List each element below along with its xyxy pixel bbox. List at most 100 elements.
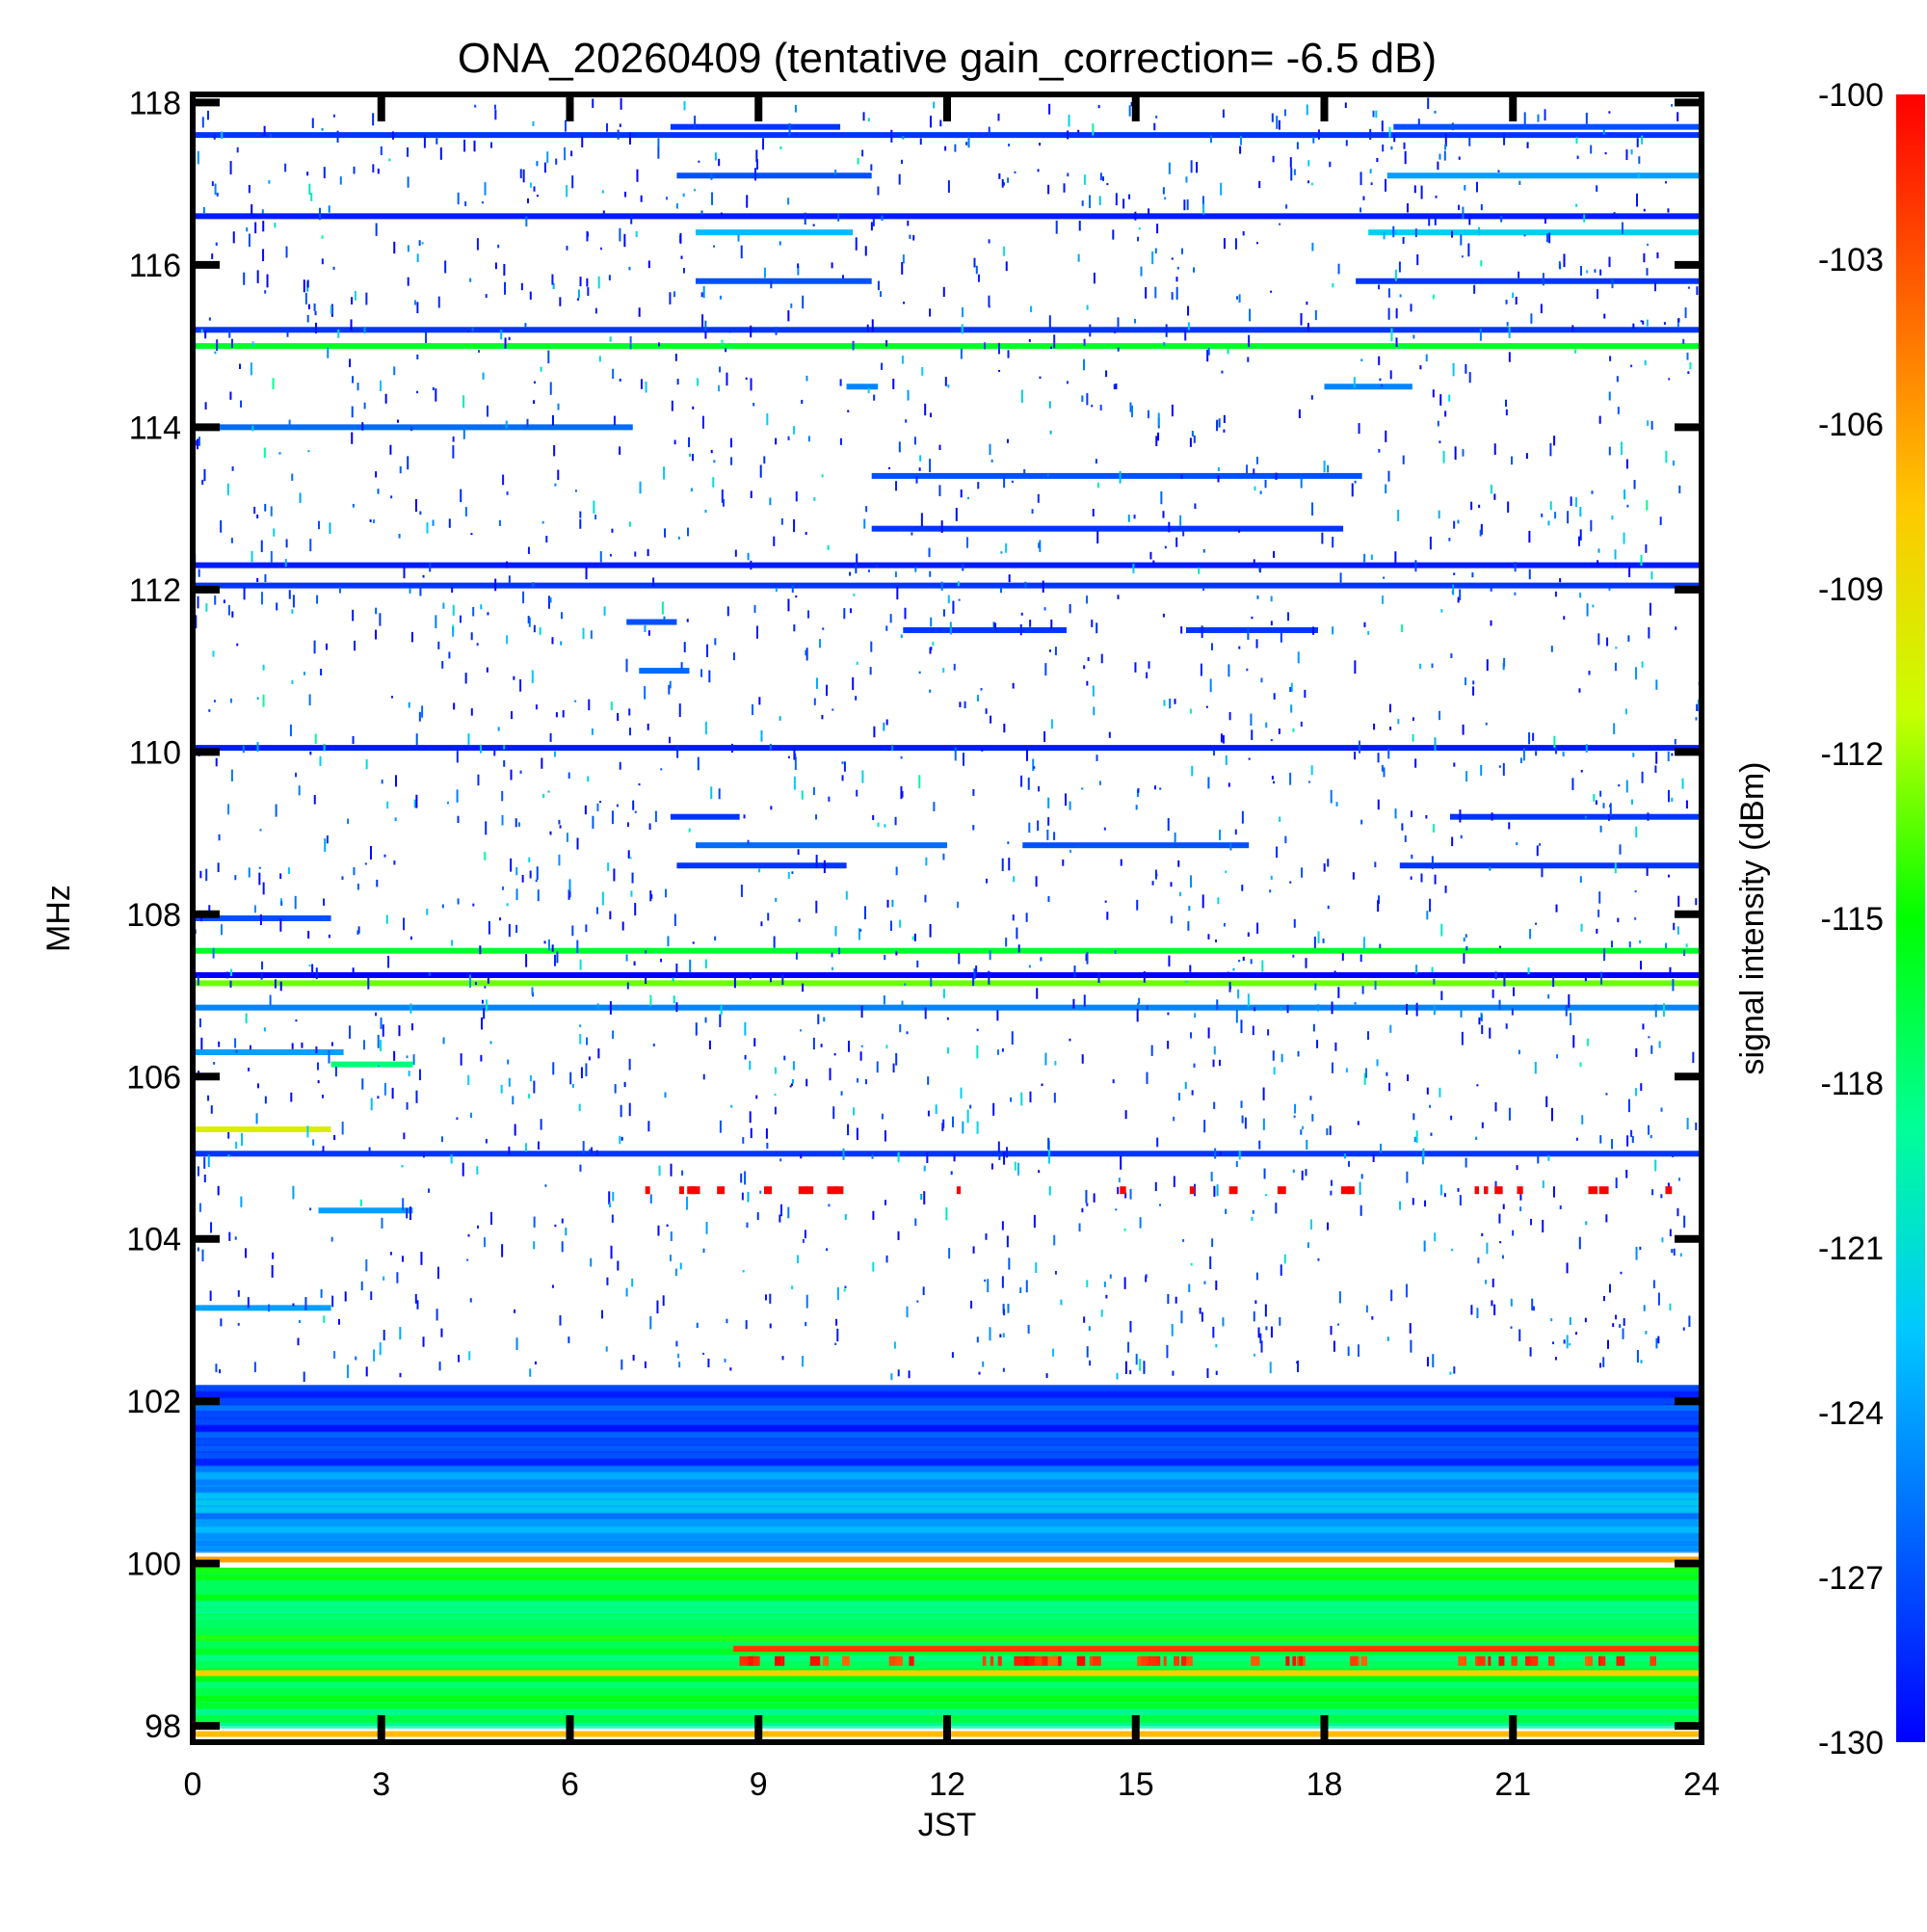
noise-speck xyxy=(1614,862,1617,874)
noise-speck xyxy=(1168,162,1171,174)
noise-speck xyxy=(775,588,778,593)
noise-speck xyxy=(330,1236,333,1242)
noise-speck xyxy=(1293,169,1296,175)
noise-speck xyxy=(959,701,962,708)
noise-speck xyxy=(270,550,273,563)
noise-speck xyxy=(476,1166,479,1175)
noise-speck xyxy=(451,587,454,594)
noise-speck xyxy=(1645,1331,1648,1335)
noise-speck xyxy=(998,1152,1001,1160)
noise-speck xyxy=(1011,480,1014,484)
noise-speck xyxy=(807,436,810,442)
noise-speck xyxy=(1606,1339,1609,1349)
noise-speck xyxy=(549,382,552,395)
noise-speck xyxy=(673,291,676,298)
noise-speck xyxy=(1085,954,1088,962)
noise-speck xyxy=(1625,780,1628,793)
noise-speck xyxy=(1654,281,1657,292)
noise-speck xyxy=(1672,460,1675,466)
signal-band xyxy=(193,343,1702,350)
noise-speck xyxy=(446,801,449,805)
noise-speck xyxy=(1426,1357,1429,1367)
noise-speck xyxy=(1184,330,1187,341)
noise-speck xyxy=(1650,1134,1652,1139)
noise-speck xyxy=(756,1212,759,1220)
noise-speck xyxy=(201,479,204,485)
noise-speck xyxy=(587,776,590,782)
noise-speck xyxy=(501,790,504,802)
noise-speck xyxy=(900,786,903,800)
noise-speck xyxy=(649,890,652,902)
noise-speck xyxy=(1223,922,1226,927)
noise-speck xyxy=(464,507,467,516)
noise-speck xyxy=(960,1087,963,1098)
signal-burst xyxy=(645,1186,650,1195)
noise-speck xyxy=(765,1128,768,1139)
noise-speck xyxy=(1003,724,1006,733)
noise-speck xyxy=(797,265,800,276)
noise-speck xyxy=(1145,1274,1148,1279)
noise-speck xyxy=(1156,1137,1159,1148)
signal-burst xyxy=(1650,1655,1656,1666)
noise-speck xyxy=(536,194,539,198)
noise-speck xyxy=(1017,944,1020,953)
noise-speck xyxy=(1463,937,1465,942)
noise-speck xyxy=(1216,1184,1219,1197)
noise-speck xyxy=(625,954,628,962)
noise-speck xyxy=(1365,1305,1368,1313)
noise-speck xyxy=(525,954,528,967)
x-tick-label: 18 xyxy=(1307,1766,1343,1803)
noise-speck xyxy=(218,834,221,841)
noise-speck xyxy=(992,622,995,632)
noise-speck xyxy=(522,591,525,604)
noise-speck xyxy=(710,786,713,800)
noise-speck xyxy=(566,833,568,842)
noise-speck xyxy=(1096,531,1099,543)
noise-speck xyxy=(448,518,451,528)
broadband-row xyxy=(193,1621,1702,1628)
noise-speck xyxy=(1205,705,1208,708)
noise-speck xyxy=(1202,587,1205,592)
noise-speck xyxy=(407,456,409,470)
noise-speck xyxy=(1667,1182,1670,1190)
noise-speck xyxy=(314,733,317,744)
noise-speck xyxy=(551,414,554,426)
noise-speck xyxy=(1297,651,1300,664)
noise-speck xyxy=(767,913,770,921)
chart-title: ONA_20260409 (tentative gain_correction=… xyxy=(458,35,1437,82)
noise-speck xyxy=(321,1095,324,1098)
noise-speck xyxy=(880,291,883,298)
noise-speck xyxy=(730,743,733,754)
noise-speck xyxy=(368,1147,371,1155)
noise-speck xyxy=(609,553,612,557)
noise-speck xyxy=(200,329,203,333)
noise-speck xyxy=(1682,338,1685,345)
signal-burst xyxy=(1474,1186,1480,1195)
noise-speck xyxy=(526,418,529,428)
noise-speck xyxy=(1166,1344,1169,1359)
noise-speck xyxy=(213,1062,216,1065)
noise-speck xyxy=(692,454,695,462)
noise-speck xyxy=(213,134,216,140)
noise-speck xyxy=(1591,490,1594,494)
signal-burst xyxy=(895,1655,903,1666)
noise-speck xyxy=(1008,144,1011,146)
noise-speck xyxy=(749,972,752,980)
noise-speck xyxy=(1540,304,1543,314)
noise-speck xyxy=(1190,160,1193,173)
noise-speck xyxy=(1465,771,1468,782)
noise-speck xyxy=(1210,1172,1213,1182)
signal-burst xyxy=(1034,1655,1043,1666)
noise-speck xyxy=(225,971,228,979)
noise-speck xyxy=(1127,1341,1130,1353)
noise-speck xyxy=(377,1034,380,1048)
noise-speck xyxy=(624,191,627,198)
noise-speck xyxy=(211,181,214,187)
noise-speck xyxy=(1331,1001,1333,1015)
noise-speck xyxy=(242,745,245,754)
noise-speck xyxy=(256,577,259,583)
noise-speck xyxy=(1264,1304,1267,1317)
broadband-row xyxy=(193,1641,1702,1648)
noise-speck xyxy=(529,1074,532,1082)
noise-speck xyxy=(657,1225,660,1236)
